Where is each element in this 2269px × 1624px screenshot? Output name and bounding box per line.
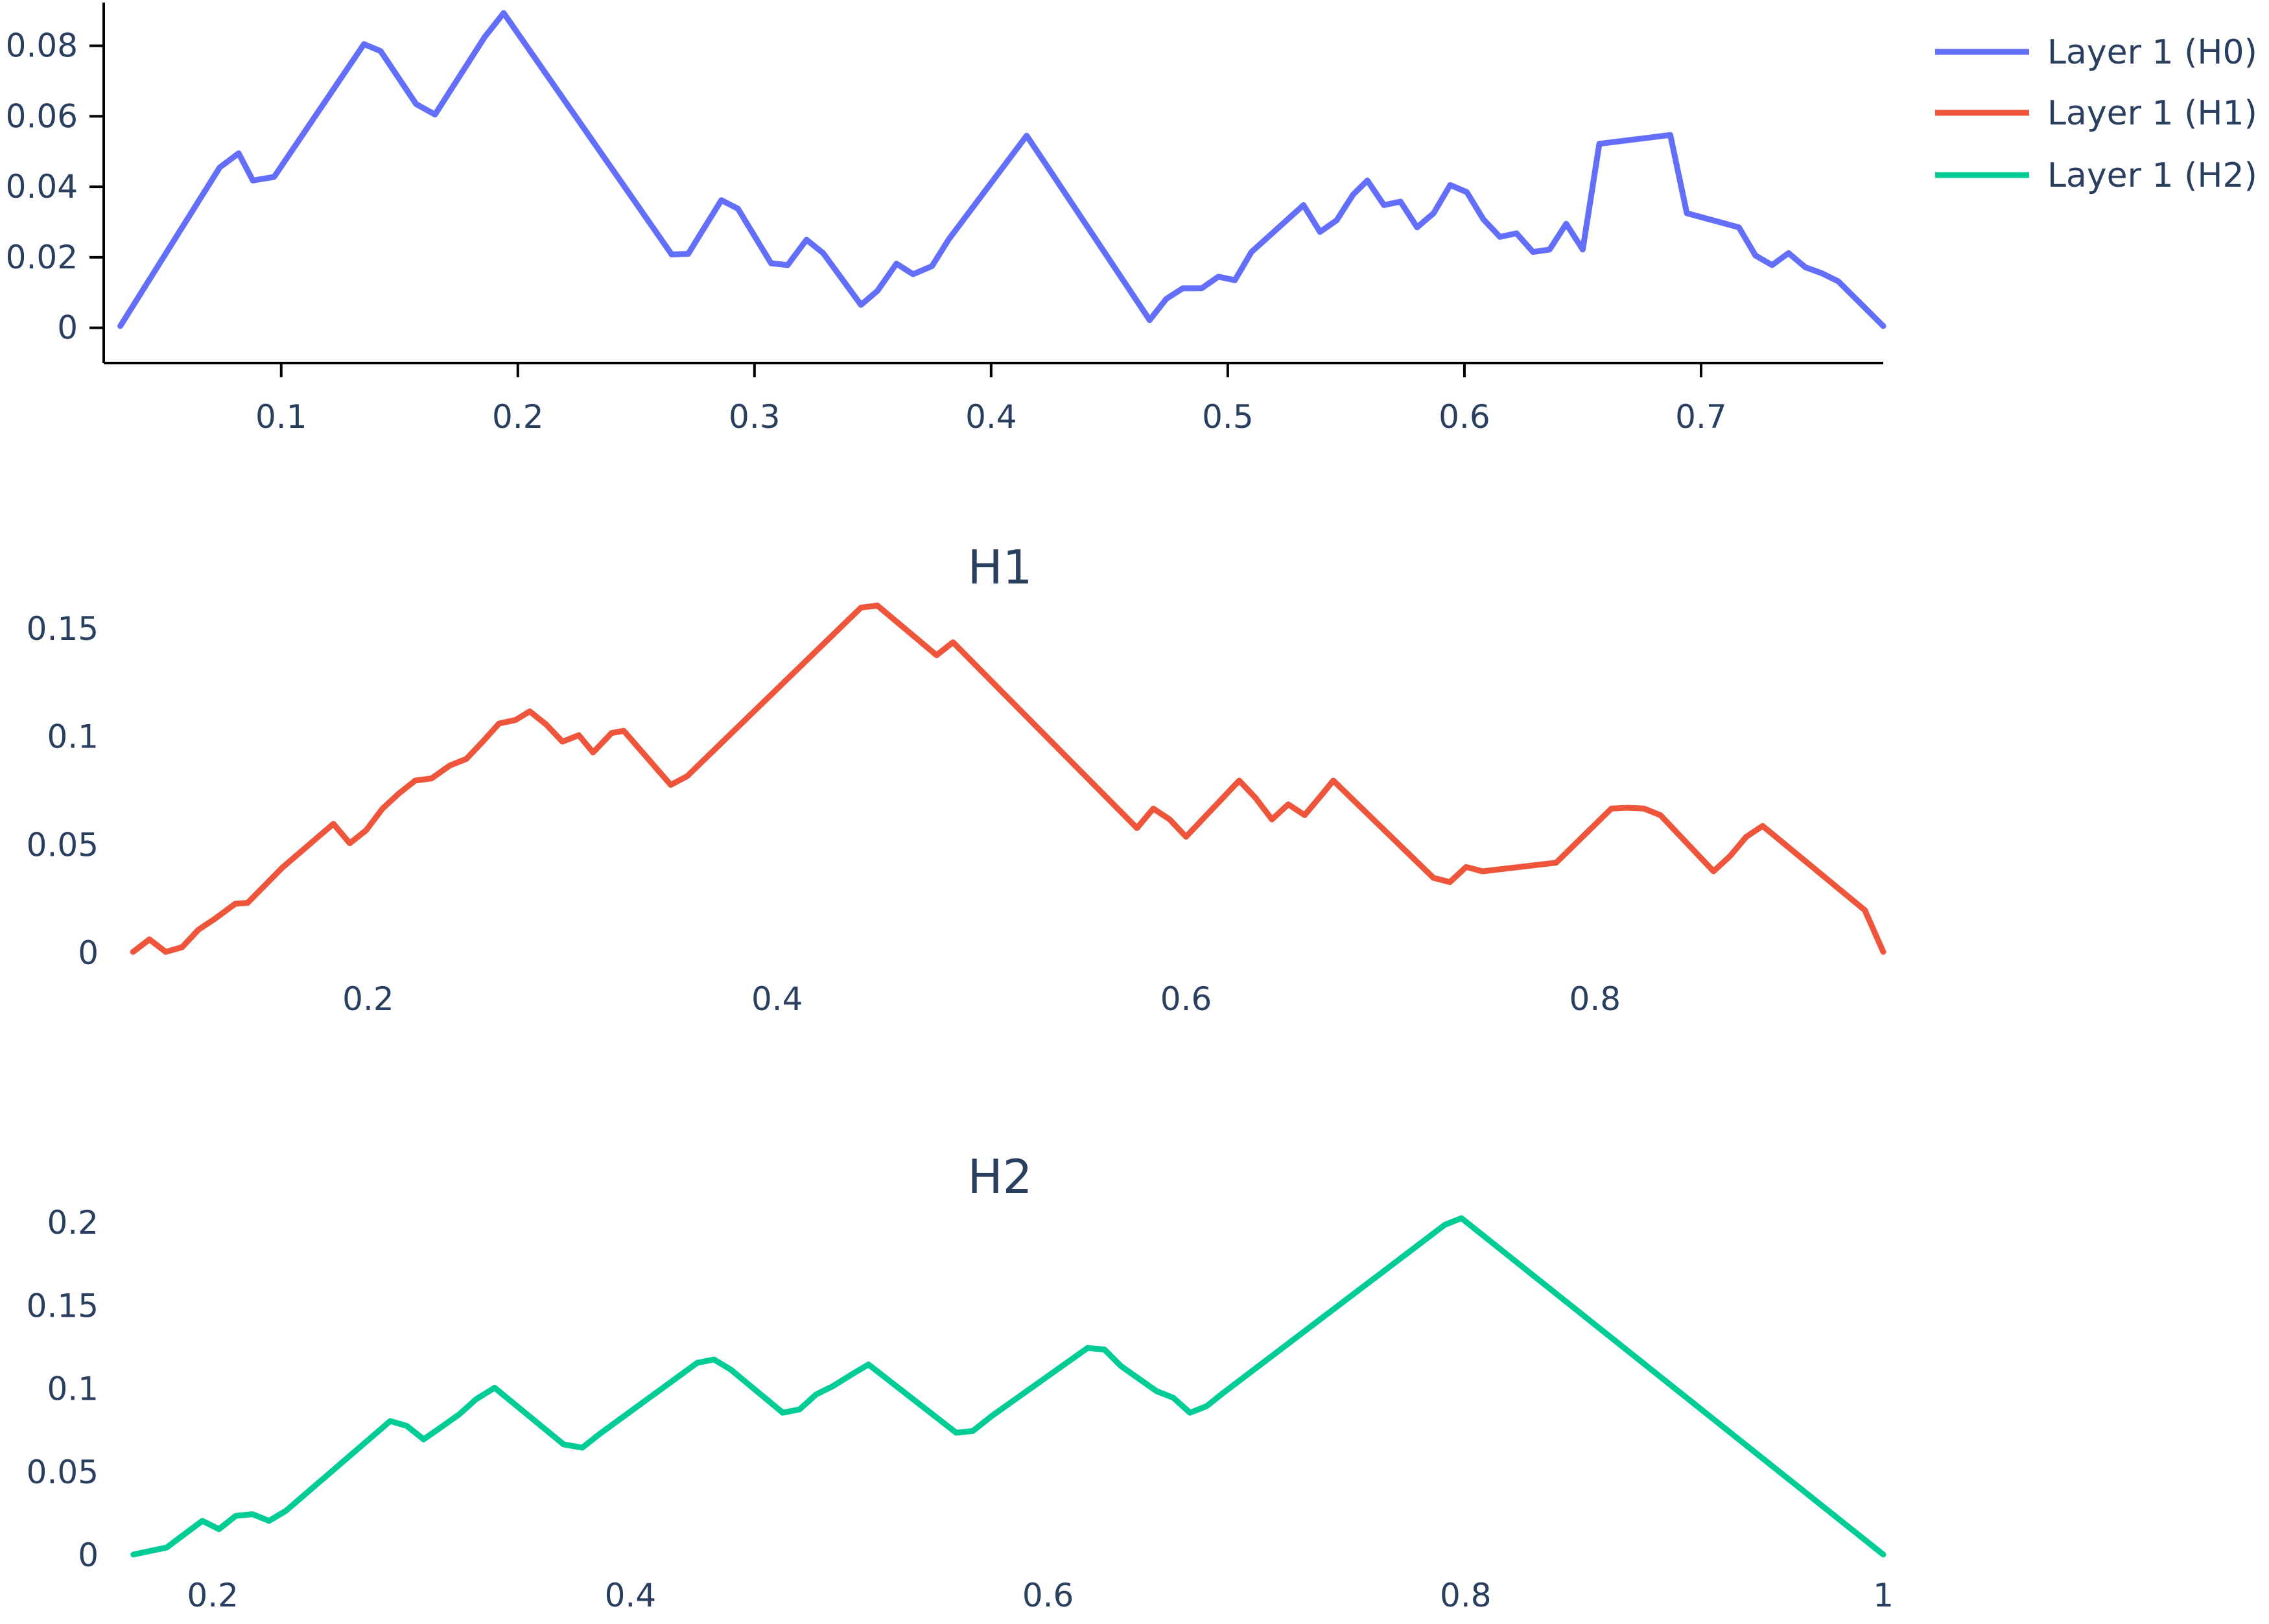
x-tick-label: 0.2 [187,1577,239,1614]
panel-title-h2: H2 [968,1149,1033,1204]
x-tick-label: 0.4 [965,398,1017,436]
legend-label-h1: Layer 1 (H1) [2047,94,2257,133]
x-tick-label: 0.7 [1675,398,1727,436]
series-line-h1[interactable] [130,602,1887,955]
x-tick-label: 1 [1873,1577,1894,1614]
y-tick-label: 0.15 [27,1287,99,1324]
y-tick-label: 0 [57,309,78,347]
x-tick-label: 0.5 [1202,398,1254,436]
y-tick-label: 0.15 [27,610,99,648]
y-tick-label: 0.04 [6,168,78,206]
series-line-h0[interactable] [117,10,1887,329]
y-tick-label: 0.05 [27,826,99,864]
x-tick-label: 0.4 [605,1577,657,1614]
x-tick-label: 0.2 [492,398,544,436]
x-tick-label: 0.8 [1569,980,1621,1018]
y-tick-label: 0.08 [6,27,78,65]
legend-item-h1[interactable]: Layer 1 (H1) [1935,94,2257,133]
x-tick-label: 0.6 [1022,1577,1074,1614]
chart-panel-h2: H2 0 0.05 0.1 0.15 0.2 0.2 0.4 0.6 0.8 1 [27,1149,1894,1614]
x-tick-label: 0.3 [729,398,781,436]
panel-title-h1: H1 [968,540,1033,594]
y-tick-label: 0 [78,934,99,972]
chart-panel-h1: H1 0 0.05 0.1 0.15 0.2 0.4 0.6 0.8 [27,540,1887,1018]
legend-item-h2[interactable]: Layer 1 (H2) [1935,156,2257,195]
x-tick-label: 0.8 [1440,1577,1492,1614]
y-tick-label: 0.1 [47,1371,99,1408]
x-tick-label: 0.6 [1439,398,1490,436]
y-tick-label: 0.2 [47,1204,99,1242]
y-tick-label: 0 [78,1536,99,1574]
legend-item-h0[interactable]: Layer 1 (H0) [1935,33,2257,72]
legend-label-h2: Layer 1 (H2) [2047,156,2257,195]
y-tick-label: 0.05 [27,1453,99,1491]
x-tick-label: 0.4 [751,980,803,1018]
legend-label-h0: Layer 1 (H0) [2047,33,2257,72]
series-line-h2[interactable] [130,1215,1887,1558]
x-tick-label: 0.1 [255,398,307,436]
y-tick-label: 0.1 [47,718,99,756]
legend[interactable]: Layer 1 (H0) Layer 1 (H1) Layer 1 (H2) [1935,33,2257,195]
x-tick-label: 0.6 [1160,980,1212,1018]
y-tick-label: 0.02 [6,239,78,276]
x-tick-label: 0.2 [342,980,394,1018]
chart-panel-h0: 0 0.02 0.04 0.06 0.08 0.1 0.2 0.3 0.4 0.5 0.6 0.7 [6,3,1887,436]
chart-panels: 0 0.02 0.04 0.06 0.08 0.1 0.2 0.3 0.4 0.5 0.6 0.7 H1… [6,3,1894,1614]
y-tick-label: 0.06 [6,97,78,135]
